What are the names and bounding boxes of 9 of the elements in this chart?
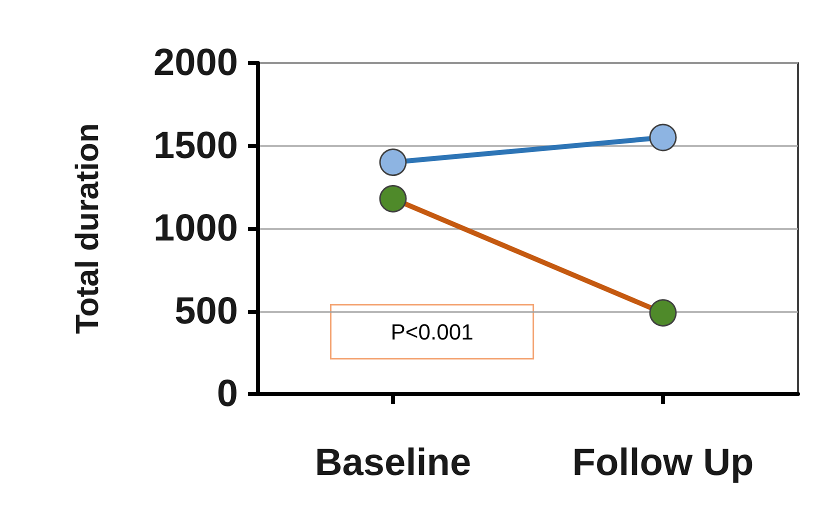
y-tick-label: 1000 — [153, 208, 238, 250]
annotation: P<0.001 — [390, 319, 474, 344]
y-tick-label: 500 — [174, 290, 238, 332]
y-tick-label: 1500 — [153, 124, 238, 167]
y-axis-title: Total duration — [69, 123, 105, 334]
x-tick-label: Baseline — [314, 442, 472, 484]
y-tick-label: 0 — [216, 373, 238, 415]
y-tick-label: 2000 — [153, 42, 238, 84]
x-tick-label: Follow Up — [572, 442, 754, 484]
